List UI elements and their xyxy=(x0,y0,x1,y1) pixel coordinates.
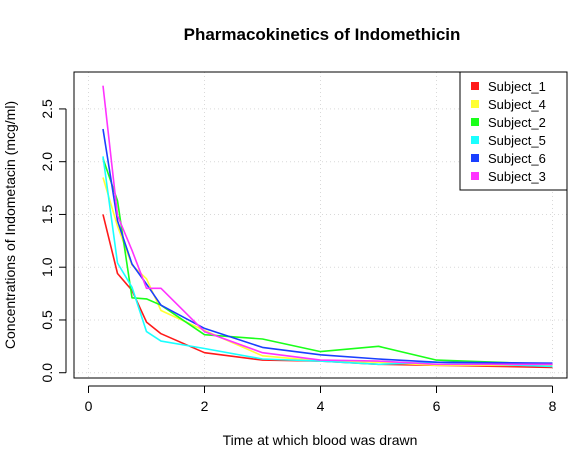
x-tick-label: 4 xyxy=(317,398,325,414)
chart-title: Pharmacokinetics of Indomethicin xyxy=(184,25,461,44)
legend-swatch xyxy=(471,154,479,162)
y-tick-label: 2.0 xyxy=(39,152,55,172)
legend-label: Subject_5 xyxy=(488,133,546,148)
legend-label: Subject_4 xyxy=(488,97,546,112)
legend-swatch xyxy=(471,82,479,90)
legend-swatch xyxy=(471,118,479,126)
legend-swatch xyxy=(471,136,479,144)
legend-label: Subject_6 xyxy=(488,151,546,166)
y-axis-label: Concentrations of Indometacin (mcg/ml) xyxy=(2,101,18,349)
series-line-subject-2 xyxy=(102,158,553,366)
x-tick-label: 8 xyxy=(549,398,557,414)
series-line-subject-6 xyxy=(102,128,553,364)
legend-swatch xyxy=(471,172,479,180)
x-tick-label: 0 xyxy=(85,398,93,414)
x-axis-label: Time at which blood was drawn xyxy=(223,432,418,448)
y-tick-label: 1.0 xyxy=(39,257,55,277)
plot-frame xyxy=(73,71,568,379)
x-tick-label: 6 xyxy=(433,398,441,414)
y-axis: 0.0 0.5 1.0 1.5 2.0 2.5 xyxy=(39,99,67,383)
series-lines xyxy=(102,85,553,369)
legend: Subject_1 Subject_4 Subject_2 Subject_5 Subj… xyxy=(459,71,568,191)
legend-label: Subject_2 xyxy=(488,115,546,130)
grid-lines xyxy=(74,72,567,378)
y-tick-label: 1.5 xyxy=(39,205,55,225)
y-tick-label: 0.5 xyxy=(39,310,55,330)
y-tick-label: 2.5 xyxy=(39,99,55,119)
legend-box xyxy=(459,71,568,191)
legend-label: Subject_3 xyxy=(488,169,546,184)
legend-swatch xyxy=(471,100,479,108)
series-line-subject-3 xyxy=(102,85,553,366)
y-tick-label: 0.0 xyxy=(39,363,55,383)
series-line-subject-5 xyxy=(102,156,553,368)
x-tick-label: 2 xyxy=(201,398,209,414)
x-axis: 0 2 4 6 8 xyxy=(85,385,557,414)
series-line-subject-1 xyxy=(102,214,553,369)
legend-label: Subject_1 xyxy=(488,79,546,94)
